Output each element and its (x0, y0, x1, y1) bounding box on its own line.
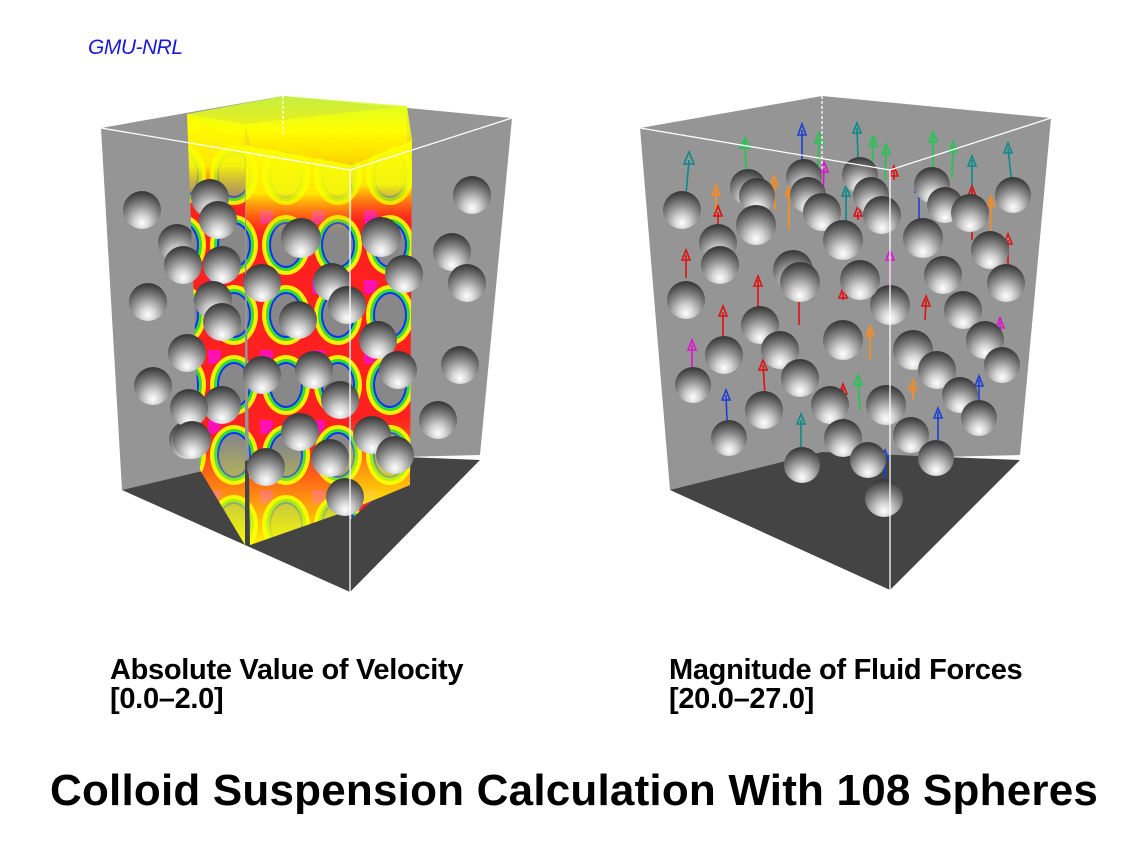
forces-range: [20.0–27.0] (669, 683, 815, 715)
box-edges (639, 96, 1052, 590)
forces-caption-title: Magnitude of Fluid Forces (669, 654, 1023, 686)
visualization-canvas (100, 96, 1052, 592)
velocity-caption-title: Absolute Value of Velocity (110, 654, 464, 686)
sphere-group (663, 157, 1031, 517)
box-edges (100, 96, 513, 592)
velocity-caption: Absolute Value of Velocity [0.0–2.0] (110, 656, 463, 714)
sphere-group-front (164, 179, 423, 516)
velocity-panel (100, 96, 513, 592)
forces-panel (639, 96, 1052, 590)
page-title: Colloid Suspension Calculation With 108 … (49, 766, 1099, 815)
forces-caption: Magnitude of Fluid Forces [20.0–27.0] (669, 654, 1023, 715)
box-floor (670, 452, 1020, 590)
credit-label: GMU-NRL (88, 36, 183, 59)
velocity-range: [0.0–2.0] (110, 683, 224, 715)
